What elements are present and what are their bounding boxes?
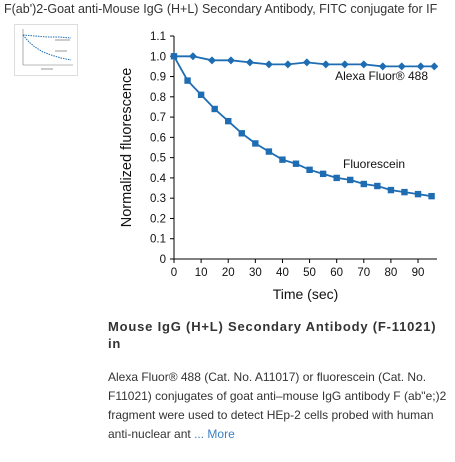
data-point [306,166,313,173]
data-point [374,182,381,190]
data-point [238,130,245,137]
y-tick-label: 0.7 [150,112,166,124]
page-title: F(ab')2-Goat anti-Mouse IgG (H+L) Second… [4,2,438,16]
x-tick-label: 60 [330,267,343,279]
y-axis-label: Normalized fluorescence [119,68,135,228]
data-point [292,160,300,167]
data-point [264,60,273,69]
x-tick-label: 90 [412,267,425,279]
y-tick-label: 0.4 [150,173,167,185]
data-point [197,91,205,98]
data-point [265,148,273,155]
y-tick-label: 0 [160,254,166,266]
data-point [225,117,232,125]
x-axis-label: Time (sec) [273,286,339,302]
y-tick-label: 0.9 [150,72,166,84]
x-tick-label: 50 [303,267,316,279]
x-tick-label: 10 [195,267,208,279]
data-point [188,52,197,61]
data-point [359,60,368,69]
x-tick-label: 0 [171,267,177,279]
y-tick-label: 0.5 [150,153,166,165]
data-point [211,105,218,113]
figure-description: Alexa Fluor® 488 (Cat. No. A11017) or fl… [108,368,453,444]
data-point [245,58,254,67]
data-point [319,170,327,178]
data-point [252,140,259,147]
series-label: Fluorescein [343,157,405,171]
x-tick-label: 30 [249,267,262,279]
data-point [347,176,354,184]
y-tick-label: 0.2 [150,213,166,225]
data-point [387,186,395,194]
y-tick-label: 1.1 [150,31,166,43]
data-point [414,190,422,198]
data-point [184,77,191,84]
data-point [170,53,178,60]
x-tick-label: 70 [357,267,370,279]
data-point [302,58,311,67]
y-tick-label: 0.1 [150,234,166,246]
thumbnail-chart-icon [22,29,73,70]
y-tick-label: 0.3 [150,193,166,205]
data-point [226,56,235,65]
data-point [340,60,349,69]
data-point [401,188,408,196]
x-tick-label: 80 [385,267,398,279]
x-tick-label: 20 [222,267,235,279]
y-tick-label: 0.6 [150,132,166,144]
data-point [279,156,286,163]
x-tick-label: 40 [276,267,289,279]
more-link[interactable]: ... More [194,427,235,441]
data-point [360,180,367,188]
data-point [428,192,435,200]
data-point [207,56,216,65]
fluorescence-chart: 0 0.1 0.2 0.3 0.4 0.5 0.6 0.7 0.8 0.9 1.0 1.1 0 10 20 3… [119,31,439,302]
data-point [321,60,330,69]
y-tick-label: 1.0 [150,51,166,63]
series-label: Alexa Fluor® 488 [335,69,428,83]
data-point [430,62,439,71]
data-point [333,174,340,182]
figure-thumbnail[interactable] [14,24,78,76]
figure-heading: Mouse IgG (H+L) Secondary Antibody (F-11… [108,319,437,351]
description-text: Alexa Fluor® 488 (Cat. No. A11017) or fl… [108,370,447,441]
y-tick-label: 0.8 [150,92,166,104]
data-point [283,60,292,69]
